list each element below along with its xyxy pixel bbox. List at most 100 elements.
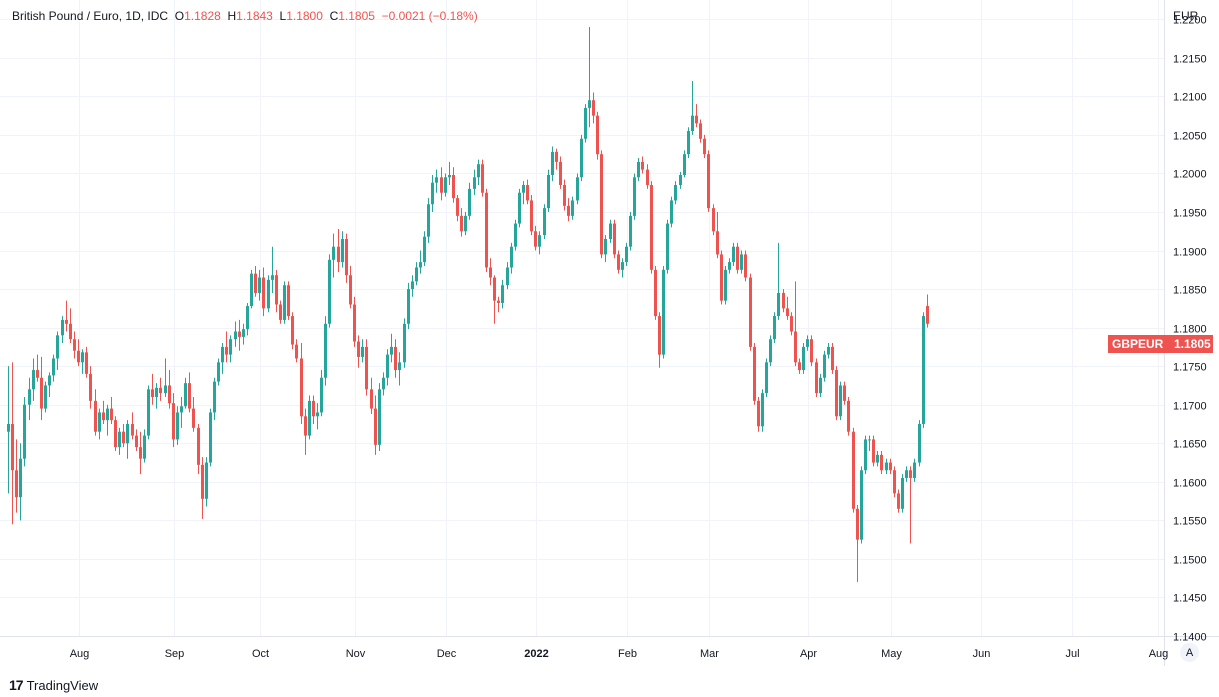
candle-body: [856, 508, 859, 540]
candle-body: [201, 464, 204, 499]
x-tick-label: Aug: [70, 648, 90, 660]
candle-body: [316, 412, 319, 417]
candle-body: [794, 331, 797, 363]
candle-body: [666, 223, 669, 270]
candle-body: [221, 346, 224, 363]
candle-body: [172, 403, 175, 440]
candle-body: [518, 192, 521, 224]
candle-body: [411, 281, 414, 290]
candle-body: [242, 329, 245, 337]
auto-scale-button[interactable]: A: [1180, 643, 1199, 662]
candle-body: [839, 385, 842, 417]
candle-body: [291, 316, 294, 345]
candle-body: [827, 346, 830, 355]
price-axis[interactable]: 1.1400 1.1450 1.1500 1.1550 1.1600 1.1650 1.17…: [1173, 15, 1207, 644]
candle-body: [670, 200, 673, 224]
candle-body: [155, 387, 158, 398]
candle-body: [217, 362, 220, 382]
candle-body: [757, 400, 760, 427]
candle-body: [703, 138, 706, 155]
time-axis[interactable]: Aug Sep Oct Nov Dec 2022 Feb Mar Apr May Jun Jul Aug: [70, 648, 1169, 660]
candle-body: [28, 389, 31, 405]
candle-body: [423, 236, 426, 263]
y-tick-label: 1.2150: [1173, 54, 1207, 66]
tradingview-branding[interactable]: 17 TradingView: [9, 677, 98, 693]
candle-body: [534, 231, 537, 247]
candle-body: [394, 346, 397, 371]
candle-body: [633, 177, 636, 216]
candle-body: [44, 385, 47, 409]
y-tick-label: 1.1700: [1173, 401, 1207, 413]
candle-body: [819, 377, 822, 394]
candle-body: [118, 431, 121, 448]
candle-body: [110, 408, 113, 421]
candle-body: [390, 346, 393, 355]
candle-body: [777, 292, 780, 317]
y-tick-label: 1.2050: [1173, 131, 1207, 143]
change-value: −0.0021 (−0.18%): [381, 9, 478, 23]
y-tick-label: 1.2000: [1173, 169, 1207, 181]
candle-body: [65, 319, 68, 324]
candle-body: [658, 316, 661, 355]
candle-body: [629, 215, 632, 247]
candle-body: [304, 416, 307, 436]
candle-body: [378, 389, 381, 445]
candle-body: [262, 277, 265, 309]
candle-body: [365, 346, 368, 390]
chart-grid: [0, 0, 1164, 637]
candle-body: [468, 188, 471, 216]
candle-body: [271, 275, 274, 280]
candle-body: [279, 304, 282, 320]
candle-body: [324, 323, 327, 378]
candle-body: [114, 420, 117, 448]
candle-body: [73, 339, 76, 351]
candle-body: [806, 339, 809, 347]
candle-body: [448, 174, 451, 178]
candle-body: [843, 385, 846, 401]
candle-body: [707, 154, 710, 209]
candle-body: [229, 339, 232, 355]
candlestick-chart[interactable]: 1.1400 1.1450 1.1500 1.1550 1.1600 1.1650 1.17…: [0, 0, 1219, 670]
candle-body: [308, 400, 311, 436]
candle-body: [547, 174, 550, 209]
candle-body: [823, 354, 826, 378]
candle-body: [641, 161, 644, 170]
candle-body: [864, 439, 867, 471]
candle-body: [773, 316, 776, 340]
candle-body: [576, 177, 579, 201]
x-tick-label: Aug: [1149, 648, 1169, 660]
candle-body: [180, 406, 183, 413]
candle-body: [868, 439, 871, 441]
candle-body: [662, 269, 665, 355]
candle-body: [514, 223, 517, 247]
candle-body: [600, 154, 603, 255]
candle-body: [192, 408, 195, 428]
candle-body: [926, 306, 929, 324]
candle-body: [637, 161, 640, 178]
candle-body: [493, 277, 496, 301]
candle-body: [81, 352, 84, 363]
candle-body: [477, 164, 480, 178]
x-tick-label: May: [881, 648, 902, 660]
candle-body: [728, 262, 731, 270]
candle-body: [852, 431, 855, 509]
candles: [7, 26, 929, 583]
candle-body: [431, 182, 434, 205]
candle-body: [724, 269, 727, 301]
candle-body: [435, 177, 438, 183]
candle-body: [913, 462, 916, 478]
y-tick-label: 1.1400: [1173, 632, 1207, 644]
candle-body: [131, 424, 134, 436]
high-label: H: [227, 9, 237, 23]
x-tick-label: 2022: [524, 648, 548, 660]
candle-body: [345, 238, 348, 276]
candle-body: [922, 316, 925, 424]
candle-body: [695, 115, 698, 124]
candle-body: [893, 470, 896, 494]
candle-body: [357, 341, 360, 357]
candle-body: [159, 387, 162, 394]
candle-body: [563, 185, 566, 206]
candle-body: [847, 400, 850, 432]
candle-body: [205, 462, 208, 499]
candle-body: [522, 185, 525, 193]
